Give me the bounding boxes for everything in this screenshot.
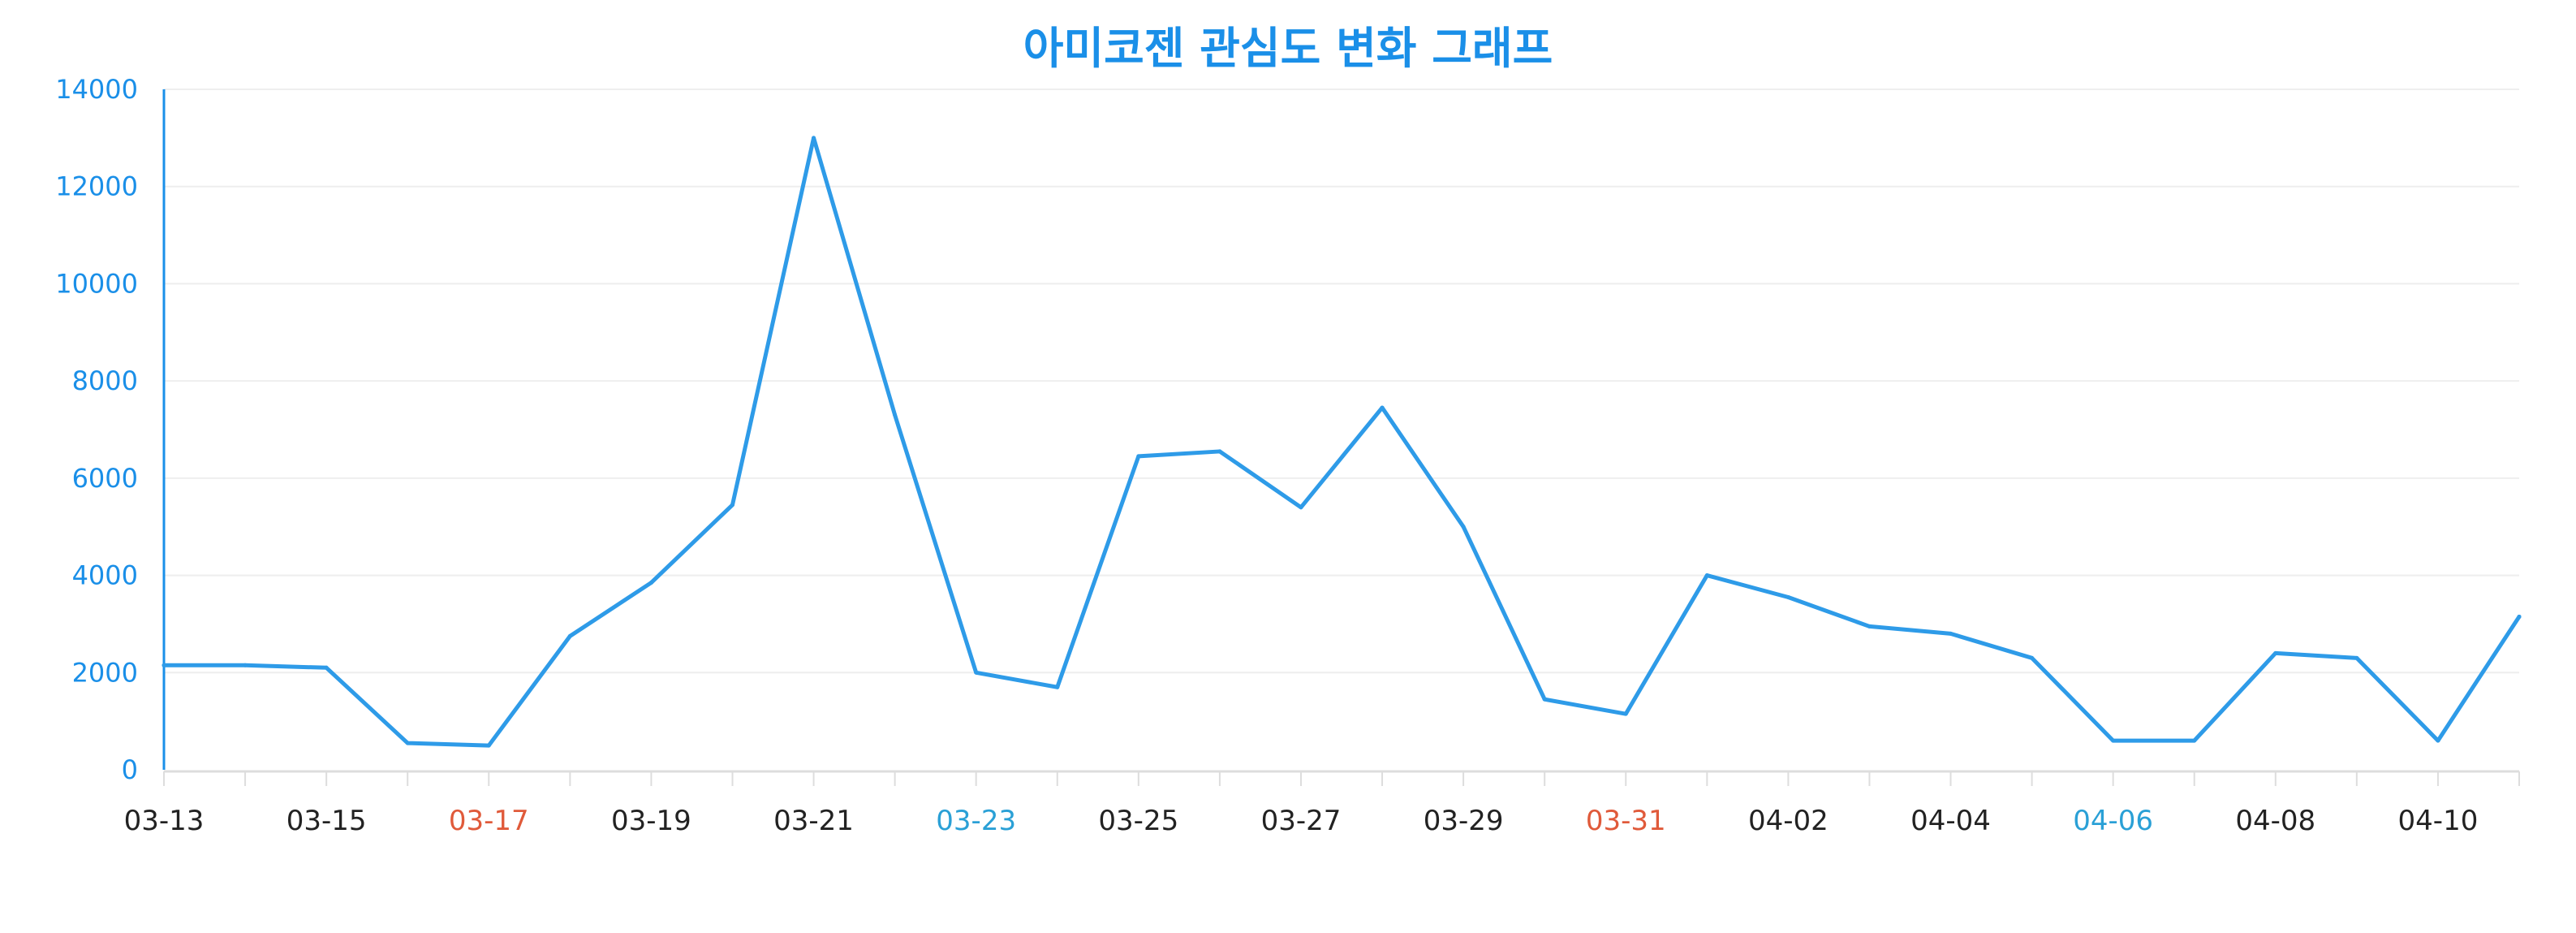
x-tick-label: 04-04	[1910, 805, 1991, 837]
x-tick-label: 03-19	[611, 805, 691, 837]
data-point	[893, 413, 898, 417]
data-point	[1299, 505, 1303, 510]
grid-lines	[164, 89, 2519, 674]
series-line	[162, 136, 2522, 748]
data-point	[1542, 697, 1547, 702]
data-point	[2030, 655, 2035, 660]
x-tick-label: 03-31	[1586, 805, 1666, 837]
y-tick-label: 4000	[72, 560, 138, 591]
data-point	[730, 503, 734, 508]
data-point	[1055, 685, 1060, 689]
data-point	[2111, 738, 2116, 743]
data-point	[812, 136, 816, 140]
data-point	[2517, 614, 2522, 619]
data-point	[1217, 449, 1222, 454]
y-tick-label: 2000	[72, 657, 138, 688]
y-tick-label: 10000	[55, 268, 138, 299]
series-layer	[162, 136, 2522, 748]
x-tick-label: 04-06	[2073, 805, 2153, 837]
y-tick-label: 0	[122, 754, 138, 785]
data-point	[243, 663, 248, 667]
data-point	[1623, 711, 1628, 716]
x-tick-label: 04-10	[2398, 805, 2479, 837]
data-point	[1704, 573, 1709, 578]
x-tick-label: 03-29	[1424, 805, 1504, 837]
data-point	[405, 741, 410, 745]
x-tick-label: 03-15	[286, 805, 367, 837]
axes	[162, 89, 2519, 773]
data-point	[2436, 738, 2440, 743]
x-axis-ticks: 03-13 03-15 03-17 03-19 03-21 03-23 03-25 03-27…	[124, 771, 2520, 837]
data-point	[324, 665, 329, 670]
data-point	[648, 581, 653, 585]
data-point	[567, 633, 572, 638]
data-point	[162, 663, 166, 667]
data-point	[974, 670, 979, 675]
x-tick-label: 03-23	[936, 805, 1016, 837]
data-point	[1867, 624, 1872, 628]
data-point	[1136, 454, 1141, 459]
data-point	[2273, 650, 2278, 655]
x-tick-label: 03-25	[1098, 805, 1178, 837]
data-point	[486, 743, 491, 748]
data-point	[1786, 595, 1790, 600]
y-tick-label: 12000	[55, 171, 138, 202]
x-tick-label: 04-08	[2235, 805, 2315, 837]
chart-title: 아미코젠 관심도 변화 그래프	[1023, 23, 1553, 74]
data-point	[1380, 405, 1385, 410]
x-tick-label: 03-21	[773, 805, 854, 837]
y-axis-ticks: 0 2000 4000 6000 8000 10000 12000 14000	[55, 74, 138, 785]
data-point	[1461, 525, 1466, 529]
x-tick-label: 04-02	[1748, 805, 1829, 837]
data-point	[2354, 655, 2359, 660]
data-point	[2192, 738, 2197, 743]
y-tick-label: 8000	[72, 365, 138, 396]
data-point	[1949, 631, 1954, 636]
x-tick-label: 03-27	[1261, 805, 1342, 837]
x-tick-label: 03-13	[124, 805, 205, 837]
y-tick-label: 14000	[55, 74, 138, 105]
y-tick-label: 6000	[72, 463, 138, 494]
x-tick-label: 03-17	[449, 805, 529, 837]
